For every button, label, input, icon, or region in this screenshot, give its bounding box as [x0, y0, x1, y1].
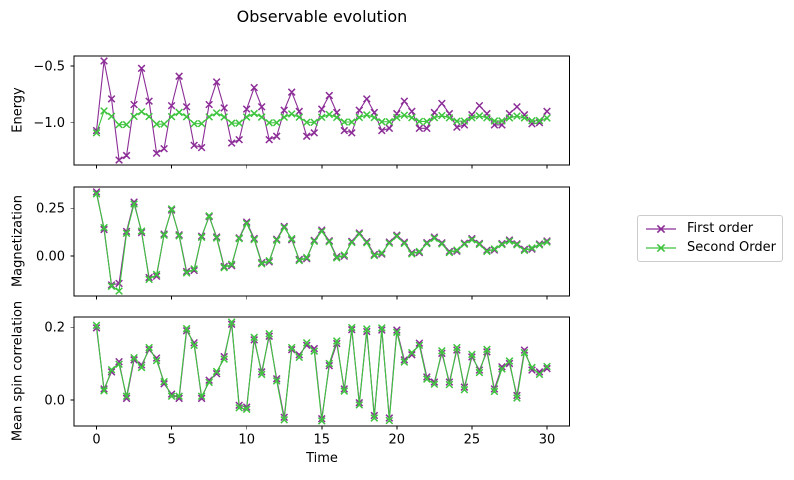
y-tick-label: −1.0 [33, 116, 65, 131]
x-tick-label: 25 [464, 433, 481, 448]
mean-spin-correlation-markers-second-order [92, 318, 551, 425]
x-tick-label: 5 [167, 433, 175, 448]
legend-item-first-order: First order [644, 222, 776, 236]
energy-line-second-order [95, 110, 548, 134]
xlabel-time: Time [306, 451, 338, 466]
legend-label-second-order: Second Order [687, 239, 776, 255]
line-x-marker-icon [646, 243, 676, 252]
energy-markers-first-order [92, 57, 551, 164]
y-tick-label: 0.0 [44, 393, 65, 408]
line-x-marker-icon [646, 225, 676, 234]
x-tick-label: 0 [92, 433, 100, 448]
y-tick-label: 0.25 [36, 202, 65, 217]
legend-item-second-order: Second Order [644, 239, 776, 255]
legend: First order Second Order [637, 215, 783, 262]
mean-spin-correlation-line-second-order [95, 321, 548, 421]
magnetization-plot: 0.25 0.00 [36, 186, 570, 300]
x-tick-label: 10 [238, 433, 255, 448]
x-tick-label: 15 [314, 433, 331, 448]
energy-plot: −0.5 −1.0 [33, 55, 570, 169]
figure-title: Observable evolution [236, 7, 408, 26]
axes-frame-mean-spin-correlation [73, 316, 570, 427]
y-tick-label: −0.5 [33, 60, 65, 75]
x-tick-label: 30 [539, 433, 556, 448]
y-tick-label: 0.2 [44, 321, 65, 336]
energy-line-first-order [95, 60, 548, 161]
legend-label-first-order: First order [687, 221, 754, 237]
x-tick-label: 20 [389, 433, 406, 448]
magnetization-line-first-order [95, 191, 548, 286]
y-tick-label: 0.00 [36, 249, 65, 264]
magnetization-markers-second-order [92, 190, 551, 295]
mean-spin-correlation-markers-first-order [92, 320, 551, 423]
mean-spin-correlation-plot: 0.2 0.0 0 5 10 15 20 25 30 [44, 316, 570, 448]
energy-markers-second-order [92, 107, 551, 137]
